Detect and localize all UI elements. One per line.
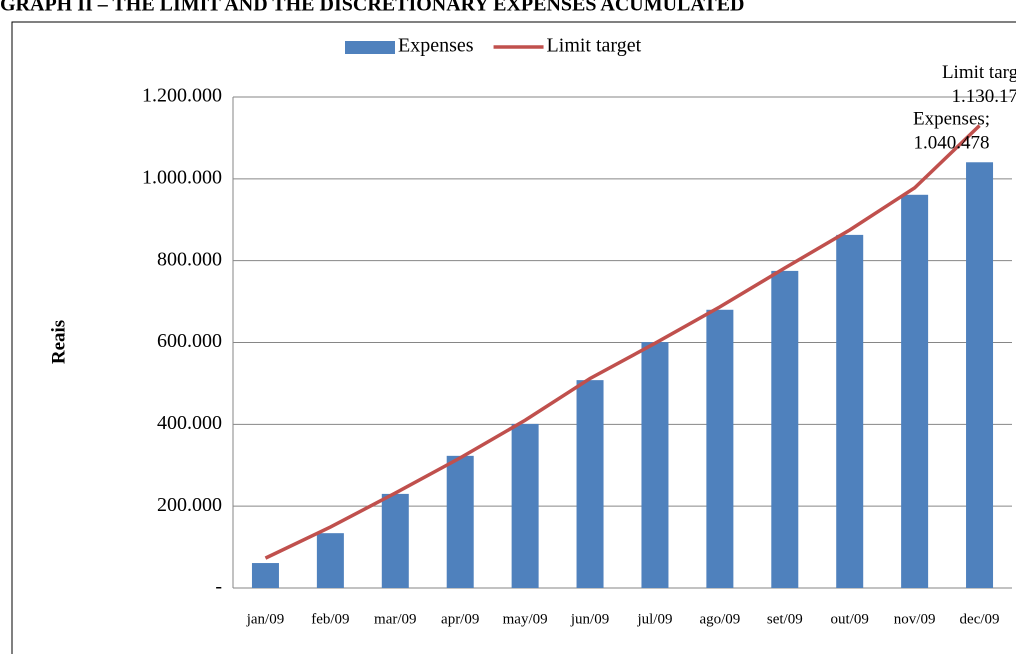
bar xyxy=(771,270,799,588)
bar xyxy=(381,493,409,588)
x-tick-label: jan/09 xyxy=(246,611,285,627)
x-tick-label: feb/09 xyxy=(311,611,349,627)
bar xyxy=(641,342,669,588)
data-label-name: Expenses; xyxy=(913,109,990,130)
x-tick-label: may/09 xyxy=(503,611,548,627)
x-tick-label: apr/09 xyxy=(441,611,479,627)
y-axis-label: Reais xyxy=(48,320,69,364)
y-tick-label: 1.000.000 xyxy=(142,166,222,188)
bar xyxy=(511,423,539,588)
data-label: 1.040.478 xyxy=(914,133,990,154)
x-tick-label: ago/09 xyxy=(699,611,740,627)
bar xyxy=(836,234,864,588)
x-tick-label: mar/09 xyxy=(374,611,417,627)
x-tick-label: out/09 xyxy=(831,611,869,627)
y-tick-label: 800.000 xyxy=(157,248,222,270)
bar xyxy=(251,563,279,588)
data-label: 1.130.174 xyxy=(952,86,1016,107)
bar xyxy=(901,194,929,588)
y-tick-label: - xyxy=(215,576,222,598)
bar xyxy=(706,309,734,588)
y-tick-label: 600.000 xyxy=(157,330,222,352)
chart-frame xyxy=(11,21,1016,654)
x-tick-label: dec/09 xyxy=(960,611,1000,627)
line xyxy=(264,124,981,560)
x-tick-label: jul/09 xyxy=(636,611,672,627)
y-tick-label: 400.000 xyxy=(157,412,222,434)
x-tick-label: nov/09 xyxy=(894,611,936,627)
x-tick-label: jun/09 xyxy=(570,611,609,627)
legend-swatch xyxy=(345,41,395,54)
legend-label: Limit target xyxy=(547,35,642,57)
x-tick-label: set/09 xyxy=(767,611,803,627)
data-label-name: Limit target; xyxy=(942,62,1016,83)
legend-label: Expenses xyxy=(398,35,474,57)
chart-title: GRAPH II – THE LIMIT AND THE DISCRETIONA… xyxy=(0,0,744,16)
bar xyxy=(446,455,474,588)
bar xyxy=(316,533,344,588)
y-tick-label: 200.000 xyxy=(157,494,222,516)
y-tick-label: 1.200.000 xyxy=(142,85,222,107)
bar xyxy=(576,380,604,588)
bar xyxy=(966,162,994,588)
